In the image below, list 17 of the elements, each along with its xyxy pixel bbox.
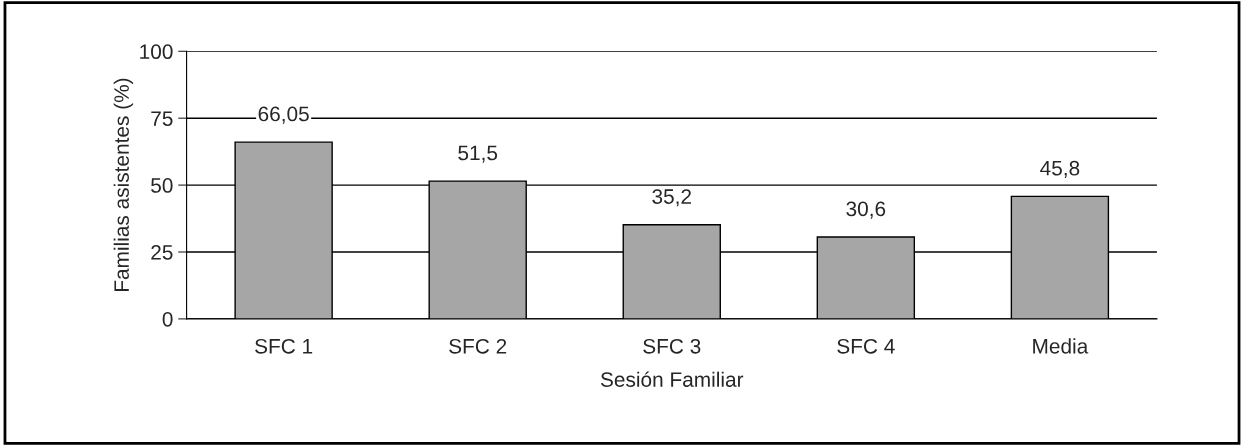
- y-tick-label: 25: [151, 244, 173, 260]
- data-label: 45,8: [1040, 160, 1080, 179]
- data-label: 51,5: [458, 145, 498, 163]
- x-axis-title: Sesión Familiar: [600, 371, 744, 387]
- x-tick-label: SFC 3: [643, 338, 701, 354]
- y-tick-label: 75: [151, 111, 173, 126]
- data-label: 35,2: [652, 189, 691, 207]
- x-tick-label: Media: [1033, 338, 1089, 354]
- data-label: 30,6: [846, 201, 886, 219]
- y-tick-label: 100: [140, 44, 173, 60]
- y-tick-label: 50: [151, 178, 173, 193]
- y-axis-title: Familias asistentes (%): [113, 78, 134, 292]
- y-tick-label: 0: [162, 311, 173, 327]
- x-tick-label: SFC 2: [449, 338, 507, 354]
- x-tick-label: SFC 4: [837, 338, 895, 354]
- x-tick-label: SFC 1: [255, 338, 313, 354]
- data-label: 66,05: [258, 106, 309, 124]
